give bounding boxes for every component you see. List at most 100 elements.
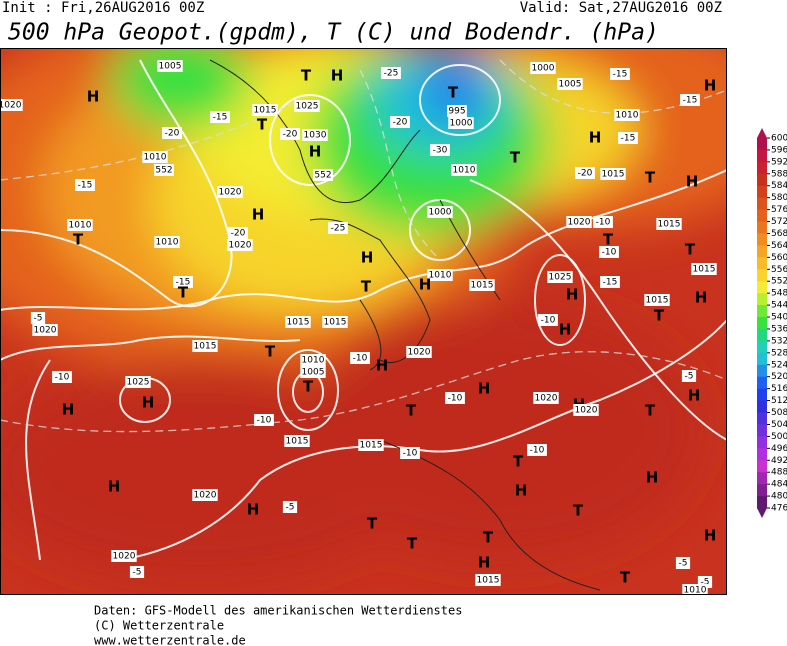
contour-label-box [447,105,467,117]
colorbar-swatch [757,484,767,497]
pressure-center: T [685,241,696,259]
colorbar-swatch [757,257,767,270]
colorbar-label: 580 [771,193,787,203]
colorbar-swatch [757,376,767,390]
pressure-center: H [559,321,572,339]
contour-label-text: 1020 [219,188,242,198]
contour-label-box [573,404,599,416]
contour-label-box [32,324,58,336]
contour-label-box [52,371,72,383]
colorbar-swatch [757,436,767,449]
contour-label-box [618,132,638,144]
pressure-center: H [646,469,659,487]
contour-label: 1030 [302,129,328,141]
contour-label: -20 [390,116,410,128]
pressure-center: H [478,380,491,398]
contour-label-box [313,169,333,181]
contour-label-box [547,271,573,283]
colorbar-label: 560 [771,253,787,263]
pressure-center: H [376,357,389,375]
colorbar-swatch [757,305,767,318]
contour-label: -25 [381,67,401,79]
contour-label-text: -10 [596,218,611,228]
temperature-field [0,48,727,580]
contour-label-text: 552 [155,166,172,176]
contour-label: 1020 [111,550,137,562]
pressure-center: T [301,67,312,85]
pressure-center: T [603,231,614,249]
colorbar-swatch [757,281,767,294]
contour-label-box [300,354,326,366]
contour-label-box [533,392,559,404]
contour-label: 1020 [32,324,58,336]
contour-label-box [322,316,348,328]
isobar [0,59,233,308]
pressure-center: T [573,502,584,520]
contour-label-box [154,164,174,176]
contour-label-text: -10 [602,248,617,258]
contour-label: 1020 [192,489,218,501]
contour-label-box [0,99,23,111]
pressure-center: H [309,143,322,161]
colorbar-swatch [757,424,767,437]
colorbar-swatch [757,269,767,282]
contour-label-text: -15 [613,70,628,80]
contour-label: 1000 [530,62,556,74]
contour-label: 552 [313,169,333,181]
contour-label: 1020 [217,186,243,198]
contour-label-text: 1010 [144,153,167,163]
colorbar-swatch [757,149,767,163]
contour-label: 1025 [547,271,573,283]
colorbar-label: 544 [771,301,787,311]
contour-label-box [328,222,348,234]
isobar [277,349,339,431]
contour-label-text: 1000 [450,119,473,129]
coastline [209,59,601,591]
isobar [419,64,501,136]
contour-label-text: 1015 [693,265,716,275]
contour-label: -30 [430,144,450,156]
contour-label-box [675,557,691,569]
contour-label-box [566,216,592,228]
pressure-center: H [331,67,344,85]
contour-label-box [284,435,310,447]
contour-label: 1015 [644,294,670,306]
colorbar-label: 596 [771,145,787,155]
contour-label: 1015 [600,168,626,180]
contour-label-text: -10 [541,316,556,326]
contour-label-box [475,574,501,586]
pressure-center: T [73,231,84,249]
contour-label-box [254,414,274,426]
contour-label: 1015 [285,316,311,328]
colorbar-label: 556 [771,265,787,275]
contour-label-text: -20 [578,169,593,179]
colorbar-swatch [757,185,767,199]
colorbar-label: 512 [771,396,787,406]
contour-label-text: 1010 [453,166,476,176]
colorbar-swatch [757,209,767,223]
contour-label: 1010 [451,164,477,176]
contour-label-text: 1015 [471,281,494,291]
contour-label-box [406,346,432,358]
colorbar-swatch [757,400,767,414]
pressure-center: H [62,401,75,419]
contour-label-box [390,116,410,128]
contour-label-text: -15 [213,113,228,123]
contour-label: -10 [599,246,619,258]
colorbar-label: 508 [771,408,787,418]
contour-label: 1015 [656,218,682,230]
pressure-center: H [478,554,491,572]
colorbar-label: 536 [771,324,787,334]
colorbar-label: 480 [771,492,787,502]
contour-label-text: -25 [331,224,346,234]
contour-label-text: -5 [286,503,295,513]
contour-label-text: 1020 [194,491,217,501]
contour-label: 1010 [154,236,180,248]
contour-label-text: -10 [403,449,418,459]
isobar [534,254,586,346]
contour-label-text: -5 [701,578,710,588]
contour-label-text: 1000 [429,208,452,218]
pressure-center: H [252,206,265,224]
contour-label: -15 [600,276,620,288]
